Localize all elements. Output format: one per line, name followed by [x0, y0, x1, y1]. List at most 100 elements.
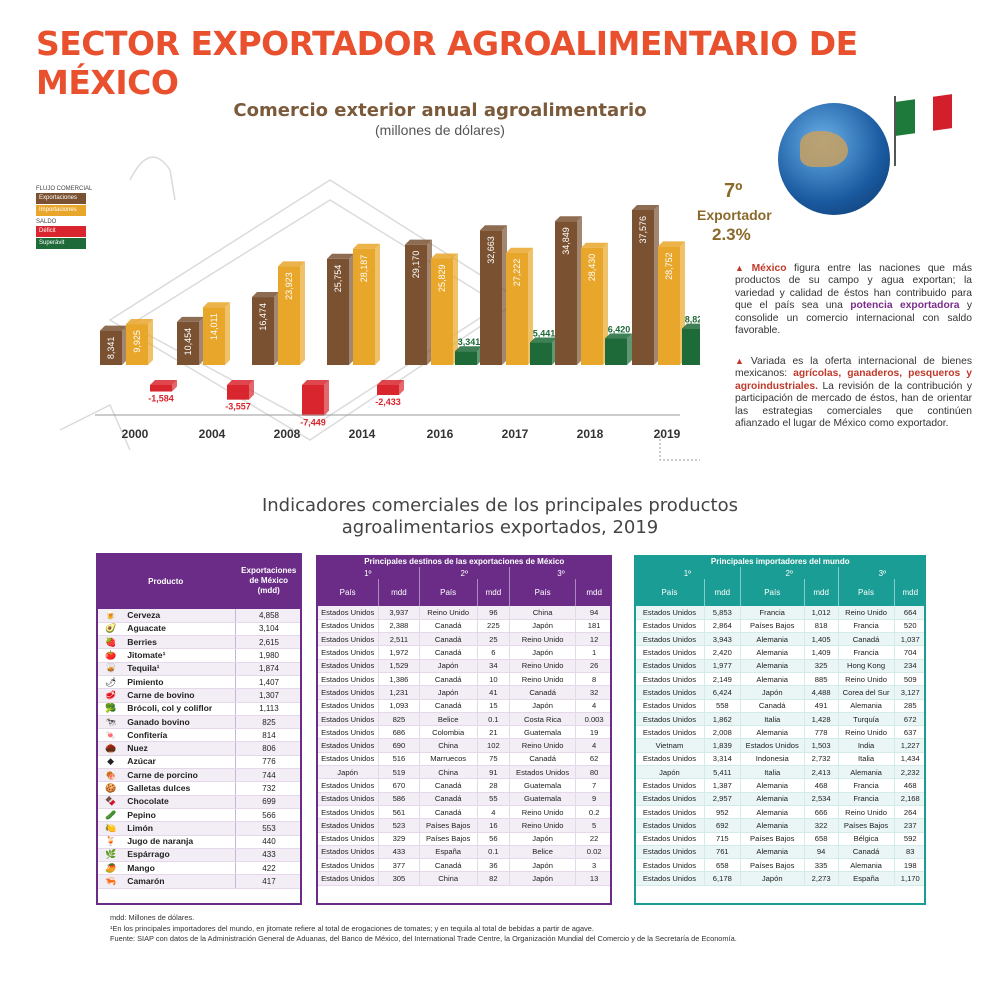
value-cell: 761 [703, 845, 741, 860]
value-cell: 778 [803, 725, 839, 740]
products-table: Producto Exportaciones de México (mdd) 🍺… [96, 553, 302, 889]
country-cell: Canadá [418, 632, 478, 647]
table-row: Estados Unidos 2,008 Alemania 778 Reino Unid… [634, 725, 926, 740]
table-row: Estados Unidos 1,972 Canadá 6 Japón 1 [315, 645, 612, 660]
value-cell: 36 [476, 858, 510, 873]
table-row: Estados Unidos 586 Canadá 55 Guatemala 9 [315, 792, 612, 806]
table-row: 🐄 Ganado bovino 825 [96, 715, 302, 730]
product-name: Azúcar [125, 755, 236, 770]
value-cell: 15 [476, 699, 510, 713]
country-cell: Estados Unidos [634, 871, 705, 886]
country-cell: Guatemala [508, 778, 576, 793]
value-cell: 637 [893, 725, 926, 740]
country-cell: Estados Unidos [315, 792, 379, 806]
country-cell: Canadá [508, 685, 576, 700]
deficit-bar [150, 380, 177, 392]
product-export-value: 440 [234, 835, 302, 849]
product-name: Ganado bovino [125, 715, 236, 730]
destinations-table: Principales destinos de las exportacione… [315, 555, 612, 886]
product-export-value: 744 [234, 768, 302, 783]
value-cell: 377 [378, 858, 420, 873]
x-tick-label: 2019 [654, 427, 681, 441]
triangle-bullet-icon: ▲ [735, 263, 749, 273]
product-name: Chocolate [125, 795, 236, 809]
value-cell: 491 [803, 699, 839, 713]
balance-value-label: -3,557 [225, 402, 251, 412]
export-bar [405, 239, 432, 365]
value-cell: 1 [575, 645, 612, 660]
product-name: Confitería [125, 728, 236, 743]
deficit-bar [302, 380, 329, 416]
product-name: Aguacate [125, 622, 236, 637]
product-name: Cerveza [125, 609, 236, 623]
value-cell: 4 [476, 805, 510, 820]
country-cell: Francia [739, 606, 805, 620]
country-cell: Canadá [418, 672, 478, 687]
x-tick-label: 2017 [502, 427, 529, 441]
dest-col-country: País [418, 579, 478, 606]
value-cell: 0.003 [575, 712, 612, 727]
bar-value-label: 28,752 [664, 252, 674, 280]
export-bar [100, 325, 127, 365]
tomato-icon: 🍅 [96, 648, 126, 663]
value-cell: 952 [703, 805, 741, 820]
table-row: Estados Unidos 1,231 Japón 41 Canadá 32 [315, 685, 612, 700]
table-row: Estados Unidos 1,387 Alemania 468 Francia 468 [634, 778, 926, 793]
country-cell: Estados Unidos [315, 685, 379, 700]
dest-col-value: mdd [575, 579, 612, 606]
value-cell: 686 [378, 725, 420, 740]
country-cell: Estados Unidos [315, 606, 379, 620]
value-cell: 558 [703, 699, 741, 713]
bar-value-label: 10,454 [183, 328, 193, 356]
bar-value-label: 32,663 [486, 236, 496, 264]
bar-value-label: 25,829 [437, 264, 447, 292]
country-cell: Países Bajos [739, 619, 805, 634]
table-row: Estados Unidos 5,853 Francia 1,012 Reino Uni… [634, 606, 926, 620]
pork-icon: 🍖 [96, 768, 126, 783]
value-cell: 305 [378, 871, 420, 886]
country-cell: Belice [418, 712, 478, 727]
value-cell: 6 [476, 645, 510, 660]
para1-text-1: figura entre las naciones que más produc… [735, 263, 972, 312]
dest-rank-3: 3º [508, 567, 612, 579]
imp-col-country: País [739, 579, 805, 606]
value-cell: 658 [703, 858, 741, 873]
value-cell: 1,503 [803, 738, 839, 753]
destinations-caption: Principales destinos de las exportacione… [316, 555, 612, 567]
balance-value-label: -7,449 [300, 418, 326, 428]
value-cell: 5 [575, 818, 612, 833]
country-cell: Estados Unidos [634, 645, 705, 660]
flag-pole [894, 96, 896, 166]
export-bar [555, 216, 582, 365]
country-cell: Japón [739, 685, 805, 700]
value-cell: 586 [378, 792, 420, 806]
country-cell: Países Bajos [739, 858, 805, 873]
product-name: Mango [125, 861, 236, 876]
country-cell: Turquía [837, 712, 895, 727]
globe-icon [778, 103, 890, 215]
export-bar [177, 316, 204, 365]
value-cell: 2,149 [703, 672, 741, 687]
value-cell: 1,428 [803, 712, 839, 727]
country-cell: China [508, 606, 576, 620]
value-cell: 433 [378, 845, 420, 860]
imp-col-country: País [634, 579, 705, 606]
footnote-mdd: mdd: Millones de dólares. [110, 913, 195, 922]
value-cell: 468 [893, 778, 926, 793]
bar-value-label: 28,430 [587, 254, 597, 282]
value-cell: 4,488 [803, 685, 839, 700]
value-cell: 0.1 [476, 845, 510, 860]
import-bar [581, 242, 608, 365]
country-cell: China [418, 765, 478, 780]
country-cell: Canadá [418, 778, 478, 793]
country-cell: Alemania [739, 792, 805, 806]
value-cell: 509 [893, 672, 926, 687]
country-cell: Japón [508, 858, 576, 873]
table-row: Estados Unidos 658 Países Bajos 335 Alemania… [634, 858, 926, 873]
value-cell: 519 [378, 765, 420, 780]
export-bar [327, 253, 354, 365]
country-cell: Alemania [739, 778, 805, 793]
country-cell: Colombia [418, 725, 478, 740]
product-export-value: 1,874 [234, 662, 302, 676]
table-row: Estados Unidos 558 Canadá 491 Alemania 285 [634, 699, 926, 713]
